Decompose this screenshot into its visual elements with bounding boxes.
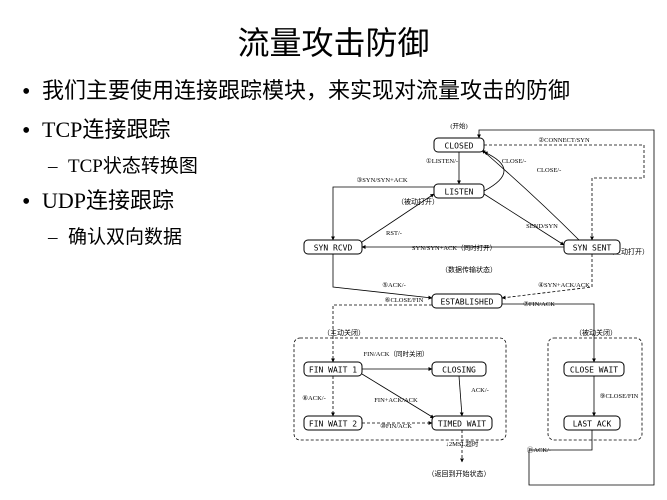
state-node-label: SYN SENT bbox=[573, 244, 612, 253]
edge-label: SYN/SYN+ACK（同时打开） bbox=[412, 243, 496, 252]
edge-label: FIN+ACK/ACK bbox=[374, 397, 418, 404]
edge-label: ⑦FIN/ACK bbox=[523, 300, 555, 308]
group-label: （被动关闭） bbox=[575, 328, 617, 337]
state-node-label: FIN WAIT 2 bbox=[309, 420, 357, 429]
edge-label: ④SYN+ACK/ACK bbox=[538, 281, 590, 289]
edge-label: ACK/- bbox=[471, 387, 489, 394]
slide-title: 流量攻击防御 bbox=[0, 0, 667, 76]
state-node-label: LISTEN bbox=[445, 188, 474, 197]
tcp-state-diagram: （被动打开）（数据传输状态）（主动打开）（主动关闭）（被动关闭）（返回到开始状态… bbox=[284, 120, 659, 490]
bullet-item: 我们主要使用连接跟踪模块，来实现对流量攻击的防御 bbox=[20, 76, 657, 107]
state-node-label: LAST ACK bbox=[573, 420, 612, 429]
state-node-label: CLOSING bbox=[442, 366, 476, 375]
edge-label: ↓2MSL超时 bbox=[446, 439, 479, 448]
edge-label: ③SYN/SYN+ACK bbox=[356, 176, 407, 184]
group-label: （主动关闭） bbox=[323, 328, 365, 337]
edge bbox=[479, 130, 654, 485]
edge bbox=[333, 254, 432, 298]
state-node-label: ESTABLISHED bbox=[441, 298, 494, 307]
edge-label: FIN/ACK（同时关闭） bbox=[363, 349, 428, 358]
state-node-label: SYN RCVD bbox=[314, 244, 353, 253]
edge-label: ⑧ACK/- bbox=[302, 394, 326, 402]
edge bbox=[362, 374, 434, 418]
edge-label: ⑤ACK/- bbox=[382, 281, 406, 289]
edge-label: ②CONNECT/SYN bbox=[538, 136, 590, 144]
edge-label: RST/- bbox=[386, 230, 402, 237]
state-node-label: CLOSE WAIT bbox=[570, 366, 618, 375]
edge bbox=[459, 376, 462, 416]
edge-label: ①LISTEN/- bbox=[426, 157, 458, 165]
edge-label: ⑥CLOSE/FIN bbox=[385, 296, 424, 304]
state-node-label: TIMED WAIT bbox=[438, 420, 486, 429]
group-label: （数据传输状态） bbox=[441, 265, 497, 274]
text-node: (开始) bbox=[450, 121, 467, 130]
edge-label: SEND/SYN bbox=[526, 223, 558, 230]
group-label: （返回到开始状态） bbox=[428, 469, 491, 478]
edge bbox=[333, 187, 434, 240]
edge bbox=[502, 254, 592, 298]
state-node-label: CLOSED bbox=[445, 142, 474, 151]
state-node-label: FIN WAIT 1 bbox=[309, 366, 357, 375]
edge-label: CLOSE/- bbox=[537, 167, 562, 174]
edge-label: ⑩FIN/ACK bbox=[380, 422, 412, 430]
edge bbox=[484, 194, 564, 245]
edge-label: ⑨CLOSE/FIN bbox=[600, 392, 639, 400]
edge-label: CLOSE/- bbox=[502, 158, 527, 165]
edge-label: ⑪ACK/- bbox=[527, 446, 551, 454]
